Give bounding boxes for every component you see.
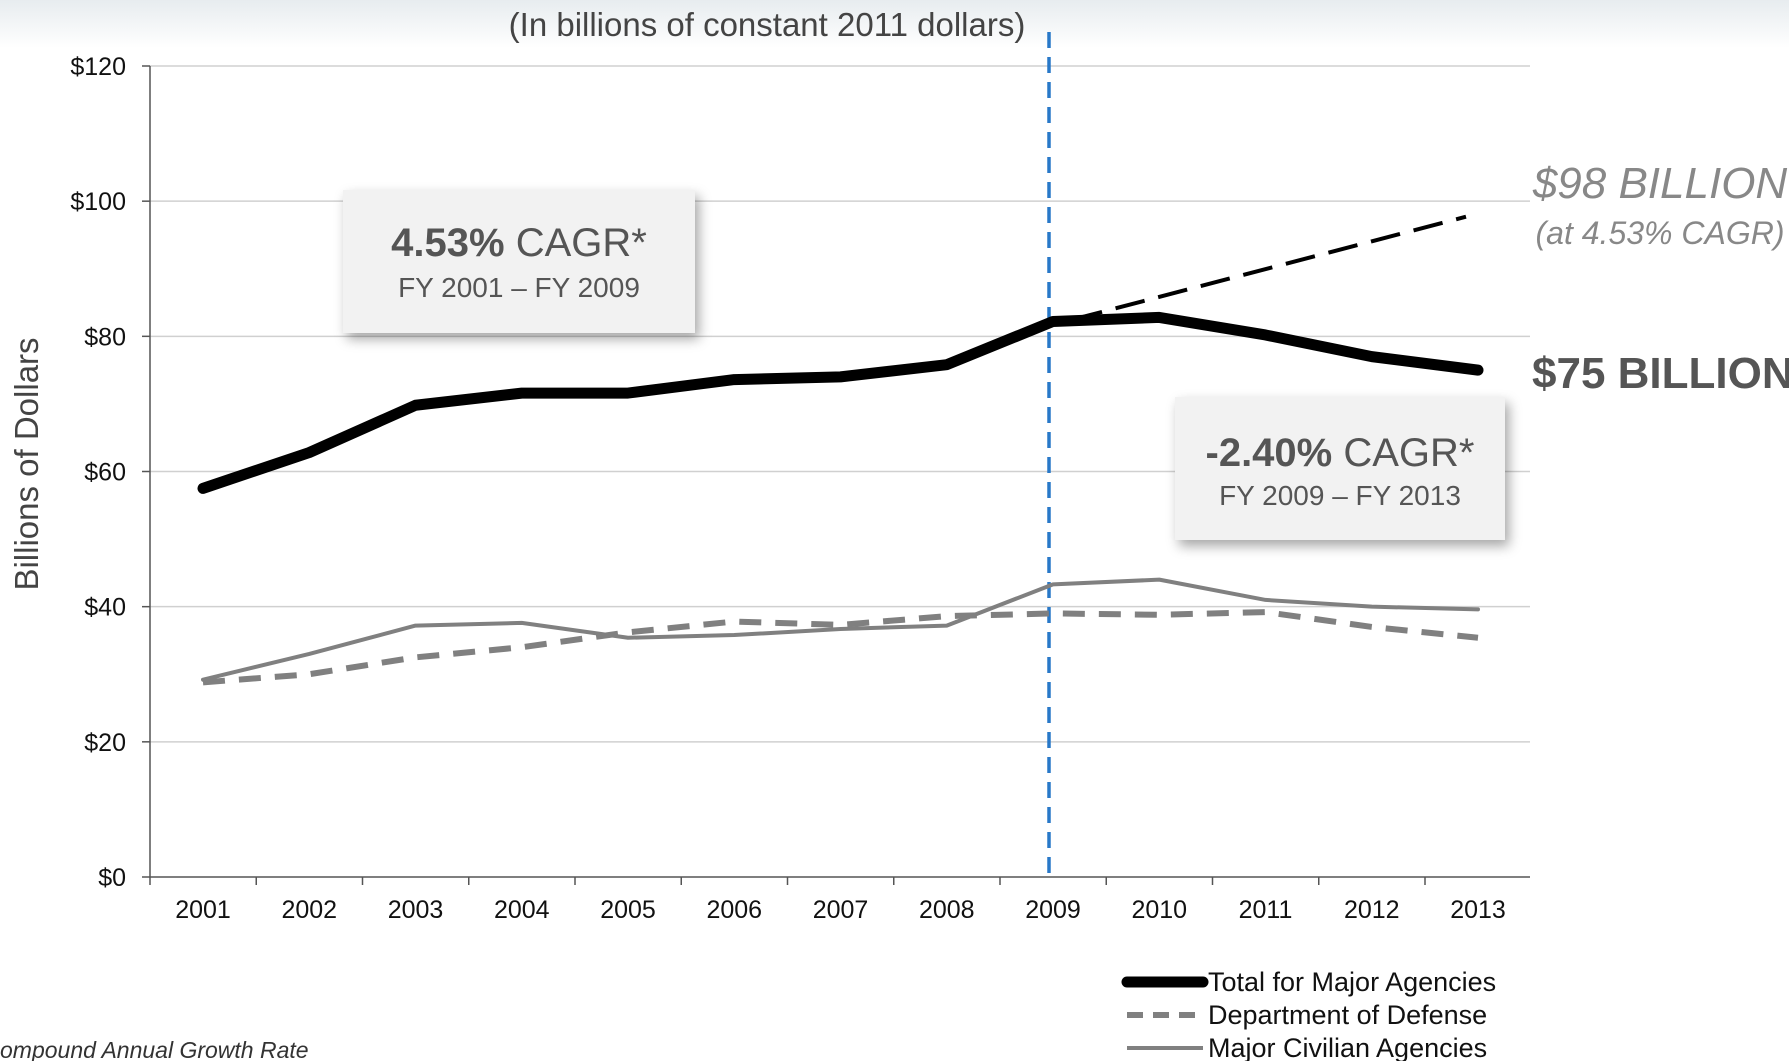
x-tick-label: 2002 — [281, 896, 337, 924]
x-tick-label: 2005 — [600, 896, 656, 924]
legend-label-defense: Department of Defense — [1208, 1000, 1487, 1030]
y-tick-label: $80 — [84, 323, 126, 351]
cagr-left-range: FY 2001 – FY 2009 — [398, 272, 640, 303]
series-line-total — [197, 311, 1484, 494]
x-tick-label: 2003 — [388, 896, 444, 924]
y-axis-ticks: $0 $20 $40 $60 $80 $100 $120 — [70, 53, 150, 892]
cagr-left-value: 4.53% — [391, 221, 504, 265]
cagr-box-right: -2.40% CAGR* FY 2009 – FY 2013 — [1175, 397, 1505, 540]
cagr-right-range: FY 2009 – FY 2013 — [1219, 480, 1461, 511]
y-tick-label: $120 — [70, 53, 126, 81]
cagr-box-left: 4.53% CAGR* FY 2001 – FY 2009 — [343, 190, 695, 333]
x-tick-label: 2006 — [706, 896, 762, 924]
y-tick-label: $40 — [84, 594, 126, 622]
x-tick-label: 2008 — [919, 896, 975, 924]
y-axis-label: Billions of Dollars — [8, 337, 45, 590]
x-tick-label: 2001 — [175, 896, 231, 924]
x-axis-ticks: 2001 2002 2003 2004 2005 2006 2007 2008 2009 2010… — [149, 877, 1506, 924]
cagr-right-value: -2.40% — [1206, 431, 1333, 475]
y-tick-label: $100 — [70, 188, 126, 216]
x-tick-label: 2004 — [494, 896, 550, 924]
cagr-left-unit: CAGR* — [505, 221, 647, 265]
header-band — [0, 0, 1789, 48]
x-tick-label: 2012 — [1344, 896, 1400, 924]
x-tick-label: 2013 — [1450, 896, 1506, 924]
legend-label-total: Total for Major Agencies — [1208, 967, 1496, 997]
y-tick-label: $20 — [84, 729, 126, 757]
series-layer — [197, 214, 1484, 686]
cagr-left-text: 4.53% CAGR* — [391, 221, 647, 265]
end-value-label: $75 BILLION — [1532, 349, 1789, 398]
cagr-box-right-background — [1175, 397, 1505, 540]
gridlines — [150, 65, 1530, 743]
chart-subtitle: (In billions of constant 2011 dollars) — [509, 6, 1026, 43]
x-tick-label: 2010 — [1131, 896, 1187, 924]
series-line-civilian — [201, 577, 1480, 682]
projection-note-label: (at 4.53% CAGR) — [1536, 215, 1785, 251]
x-tick-label: 2007 — [813, 896, 869, 924]
series-line-defense — [202, 609, 1479, 686]
legend-label-civilian: Major Civilian Agencies — [1208, 1033, 1487, 1061]
cagr-right-unit: CAGR* — [1332, 431, 1474, 475]
cagr-right-text: -2.40% CAGR* — [1206, 431, 1475, 475]
footnote: ompound Annual Growth Rate — [0, 1037, 309, 1061]
y-tick-label: $0 — [98, 864, 126, 892]
projection-line — [1072, 214, 1467, 322]
cagr-box-left-background — [343, 190, 695, 333]
projection-value-label: $98 BILLION — [1532, 159, 1788, 208]
x-tick-label: 2011 — [1239, 896, 1293, 924]
x-tick-label: 2009 — [1025, 896, 1081, 924]
axes — [149, 66, 1530, 878]
y-tick-label: $60 — [84, 459, 126, 487]
